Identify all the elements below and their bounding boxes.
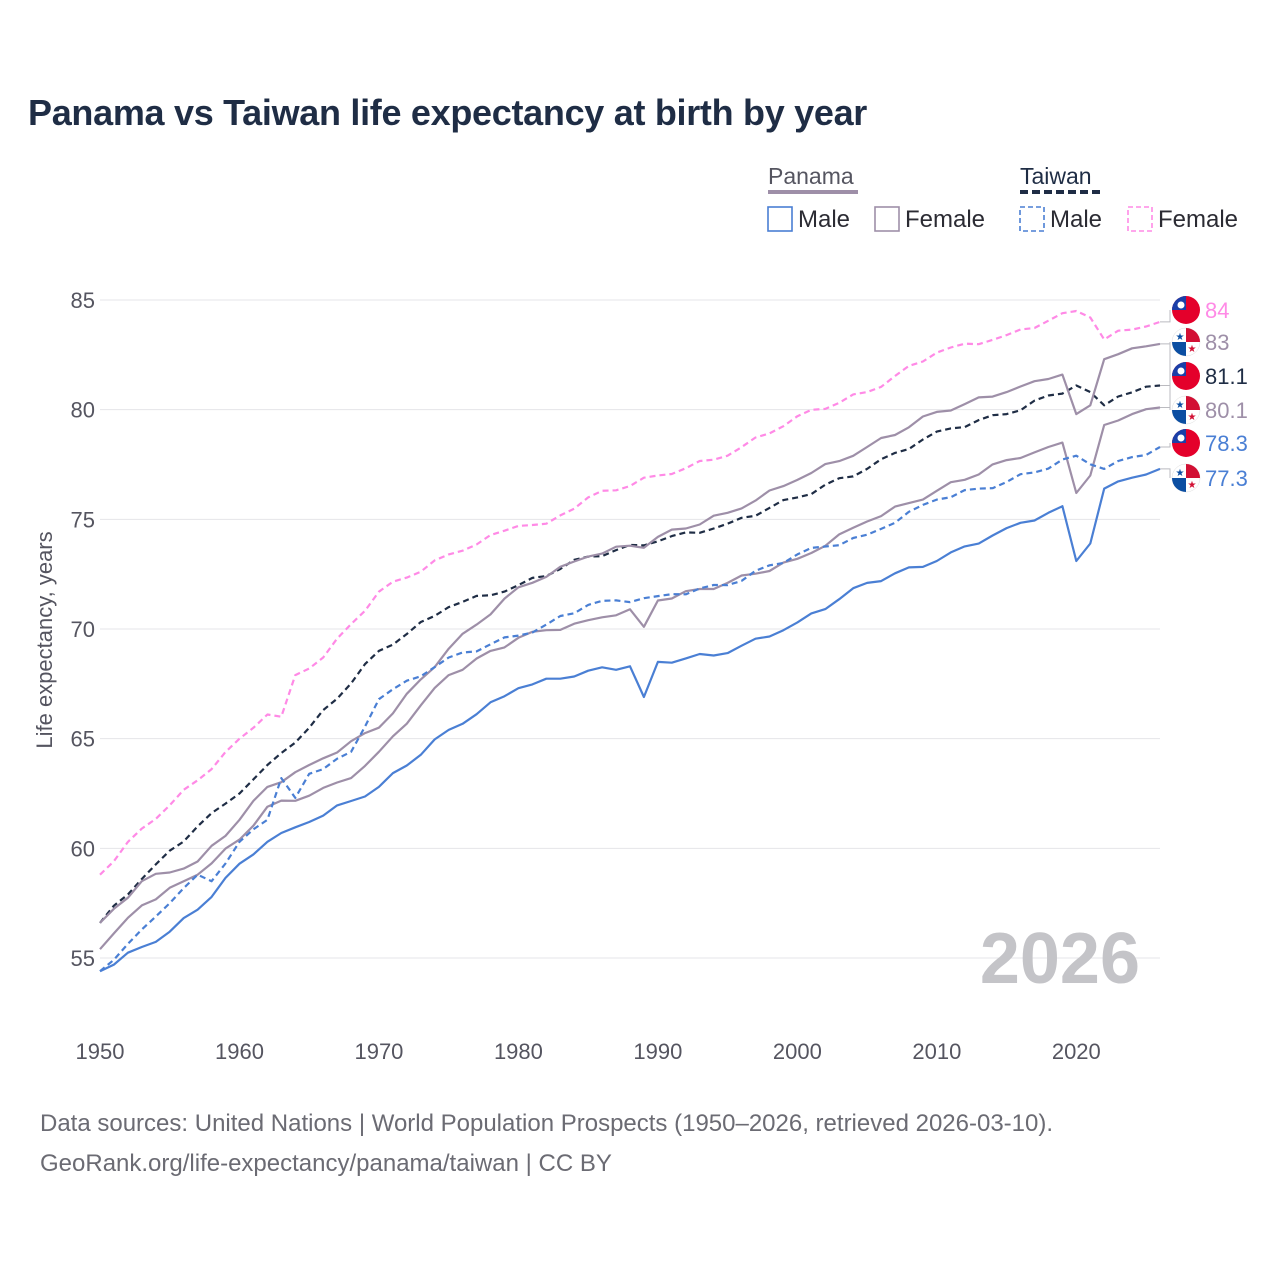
y-tick-label: 65 <box>71 727 95 752</box>
svg-text:★: ★ <box>1176 400 1185 411</box>
end-label-taiwan-male: 78.3 <box>1160 429 1248 457</box>
end-label-taiwan-female: 84 <box>1160 296 1229 324</box>
x-tick-label: 1950 <box>76 1039 125 1064</box>
end-label-taiwan-total: 81.1 <box>1160 362 1248 390</box>
chart-title: Panama vs Taiwan life expectancy at birt… <box>28 92 867 133</box>
y-tick-label: 75 <box>71 507 95 532</box>
legend-item-label: Male <box>1050 206 1102 233</box>
end-label-panama-female: ★★ 83 <box>1160 327 1229 408</box>
svg-text:★: ★ <box>1188 480 1197 491</box>
svg-text:★: ★ <box>1176 332 1185 343</box>
x-tick-label: 2000 <box>773 1039 822 1064</box>
taiwan-flag-icon <box>1172 296 1200 324</box>
x-tick-label: 2010 <box>912 1039 961 1064</box>
legend-item-label: Female <box>905 206 985 233</box>
legend-swatch <box>1127 206 1153 232</box>
panama-flag-icon: ★★ <box>1171 463 1201 493</box>
x-tick-label: 1960 <box>215 1039 264 1064</box>
legend-group-taiwan: Taiwan <box>1020 163 1092 189</box>
series-line-panama-male <box>99 467 1161 973</box>
end-label-panama-male: ★★ 77.3 <box>1160 463 1248 493</box>
leader-line <box>1160 376 1171 386</box>
y-tick-label: 85 <box>71 288 95 313</box>
source-url-text[interactable]: GeoRank.org/life-expectancy/panama/taiwa… <box>40 1150 612 1177</box>
series-line-panama-female <box>99 406 1161 950</box>
y-axis-ticks: 55 60 65 70 75 80 85 <box>71 288 95 971</box>
svg-text:★: ★ <box>1176 468 1185 479</box>
legend-item-label: Female <box>1158 206 1238 233</box>
series-line-taiwan-total <box>99 384 1161 924</box>
x-tick-label: 1990 <box>633 1039 682 1064</box>
y-tick-label: 70 <box>71 617 95 642</box>
data-sources-text: Data sources: United Nations | World Pop… <box>40 1110 1054 1137</box>
y-tick-label: 55 <box>71 946 95 971</box>
svg-text:★: ★ <box>1188 412 1197 423</box>
series-line-panama-total <box>99 342 1161 924</box>
svg-text:★: ★ <box>1188 344 1197 355</box>
leader-line <box>1160 468 1171 478</box>
legend-group-panama: Panama <box>768 163 854 189</box>
legend: Panama Male Female Taiwan Male Female <box>767 163 1238 233</box>
legend-item-label: Male <box>798 206 850 233</box>
leader-line <box>1160 443 1171 448</box>
end-value-label: 78.3 <box>1205 431 1248 456</box>
x-tick-label: 1980 <box>494 1039 543 1064</box>
end-value-label: 83 <box>1205 330 1229 355</box>
leader-line <box>1160 310 1171 323</box>
end-value-label: 77.3 <box>1205 466 1248 491</box>
x-tick-label: 2020 <box>1052 1039 1101 1064</box>
y-tick-label: 60 <box>71 836 95 861</box>
current-year-watermark: 2026 <box>980 919 1140 999</box>
gridlines <box>100 299 1160 959</box>
panama-flag-icon: ★★ <box>1171 395 1201 425</box>
footer: Data sources: United Nations | World Pop… <box>40 1104 1053 1184</box>
series-lines <box>99 309 1161 973</box>
y-axis-label: Life expectancy, years <box>32 531 57 748</box>
end-value-label: 84 <box>1205 298 1229 323</box>
panama-flag-icon: ★★ <box>1171 327 1201 357</box>
series-line-taiwan-female <box>99 309 1161 876</box>
leader-line <box>1160 342 1171 408</box>
x-axis-ticks: 1950 1960 1970 1980 1990 2000 2010 2020 <box>76 1039 1101 1064</box>
y-tick-label: 80 <box>71 398 95 423</box>
end-value-label: 80.1 <box>1205 398 1248 423</box>
legend-swatch <box>1019 206 1045 232</box>
series-line-taiwan-male <box>99 446 1161 973</box>
leader-line <box>1160 343 1171 410</box>
taiwan-flag-icon <box>1172 362 1200 390</box>
taiwan-flag-icon <box>1172 429 1200 457</box>
end-value-label: 81.1 <box>1205 364 1248 389</box>
end-label-panama-total: ★★ 80.1 <box>1160 343 1248 425</box>
legend-swatch <box>874 206 900 232</box>
legend-swatch <box>767 206 793 232</box>
x-tick-label: 1970 <box>354 1039 403 1064</box>
